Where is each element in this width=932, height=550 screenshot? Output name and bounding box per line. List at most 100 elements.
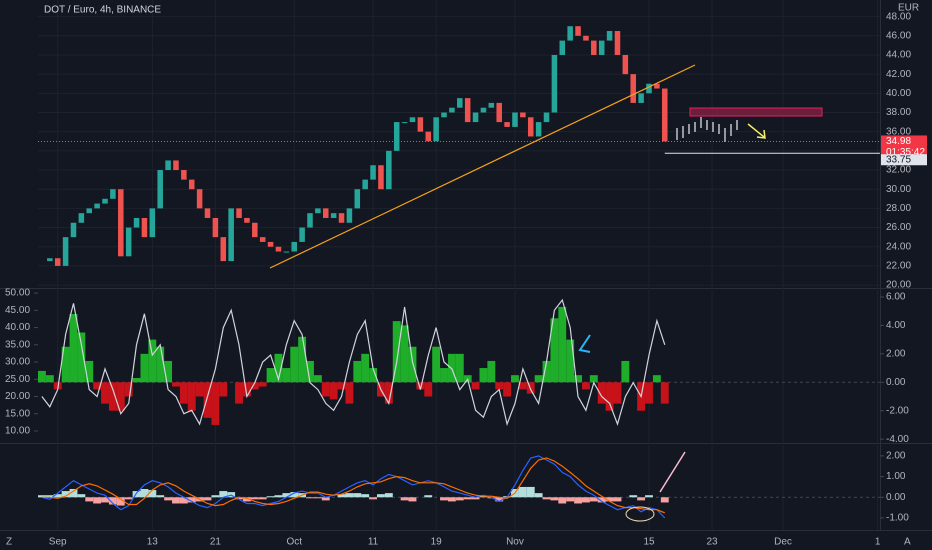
histogram-bar [495,382,504,390]
candle [464,98,471,123]
candle [299,227,305,242]
histogram-bar [589,497,598,502]
y2-tick-label: 20.00 [5,391,30,402]
histogram-bar [108,497,117,505]
y-tick-label: 22.00 [886,261,911,272]
candle [102,198,108,204]
histogram-bar [337,382,346,390]
histogram-bar [148,490,157,498]
histogram-bar [526,486,535,498]
candle [654,83,660,89]
histogram-bar [400,325,409,383]
histogram-bar [274,495,283,498]
histogram-bar [187,382,196,411]
histogram-bar [495,497,504,502]
y-tick-label: -4.00 [886,434,909,445]
histogram-bar [53,494,62,498]
x-tick-label: 23 [707,537,719,548]
histogram-bar [392,321,401,383]
histogram-bar [298,336,307,383]
y-tick-label: 46.00 [886,30,911,41]
down-arrow [747,123,766,139]
candle [575,26,581,36]
histogram-bar [534,375,543,383]
symbol-title: DOT / Euro, 4h, BINANCE [44,5,161,16]
y2-tick-label: 35.00 [5,339,30,350]
candle [457,98,463,108]
histogram-bar [566,497,575,502]
histogram-bar [235,497,243,500]
histogram-bar [605,497,614,502]
candle [141,217,148,238]
y-tick-label: -2.00 [886,405,909,416]
candle [346,208,353,223]
histogram-bar [38,370,46,383]
histogram-bar [558,306,567,383]
histogram-bar [187,497,196,503]
histogram-bar [203,497,212,501]
candle [520,112,526,118]
candle [323,208,329,218]
candle [606,31,613,41]
histogram-bar [164,360,173,383]
y-tick-label: 36.00 [886,126,911,137]
histogram-bar [447,353,456,383]
histogram-bar [542,497,551,500]
histogram-bar [408,346,417,383]
histogram-bar [266,368,275,383]
candle [386,150,392,190]
histogram-bar [235,382,243,404]
histogram-bar [156,495,165,498]
candle [165,160,171,171]
candle [196,189,203,209]
y-tick-label: 0.00 [886,492,906,503]
histogram-bar [597,497,606,503]
histogram-bar [290,346,299,383]
x-tick-label: 15 [643,537,655,548]
y-tick-label: 24.00 [886,241,911,252]
histogram-bar [511,375,519,383]
candle [157,170,163,209]
y-tick-label: 4.00 [886,320,906,331]
y-tick-label: 2.00 [886,451,906,462]
candle [228,208,234,262]
candle [543,112,550,123]
y-tick-label: 42.00 [886,69,911,80]
histogram-bar [455,497,464,501]
candle [125,227,132,257]
histogram-bar [479,368,488,383]
y2-tick-label: 30.00 [5,357,30,368]
support-box [881,154,927,166]
candle [488,102,495,108]
histogram-bar [45,375,54,383]
histogram-bar [321,382,330,397]
histogram-bar [613,497,622,502]
histogram-bar [597,382,606,404]
candle [212,217,219,238]
histogram-bar [77,494,86,498]
histogram-bar [337,494,346,498]
x-tick-label: 11 [368,537,379,548]
histogram-bar [85,497,94,502]
histogram-bar [637,497,646,501]
histogram-bar [353,493,362,498]
histogram-bar [156,346,165,383]
histogram-bar [290,492,299,498]
candle [275,246,282,252]
y-tick-label: 26.00 [886,222,911,233]
histogram-bar [353,360,362,383]
candle [378,165,384,190]
histogram-bar [645,382,653,404]
histogram-bar [424,495,433,498]
candle [409,117,416,123]
y2-tick-label: 15.00 [5,408,30,419]
histogram-bar [164,497,173,501]
candle [204,208,211,218]
histogram-bar [93,497,102,504]
histogram-bar [463,497,472,500]
candle [559,40,566,55]
histogram-bar [526,382,535,394]
y-tick-label: -1.00 [886,513,909,524]
candle [512,112,518,127]
